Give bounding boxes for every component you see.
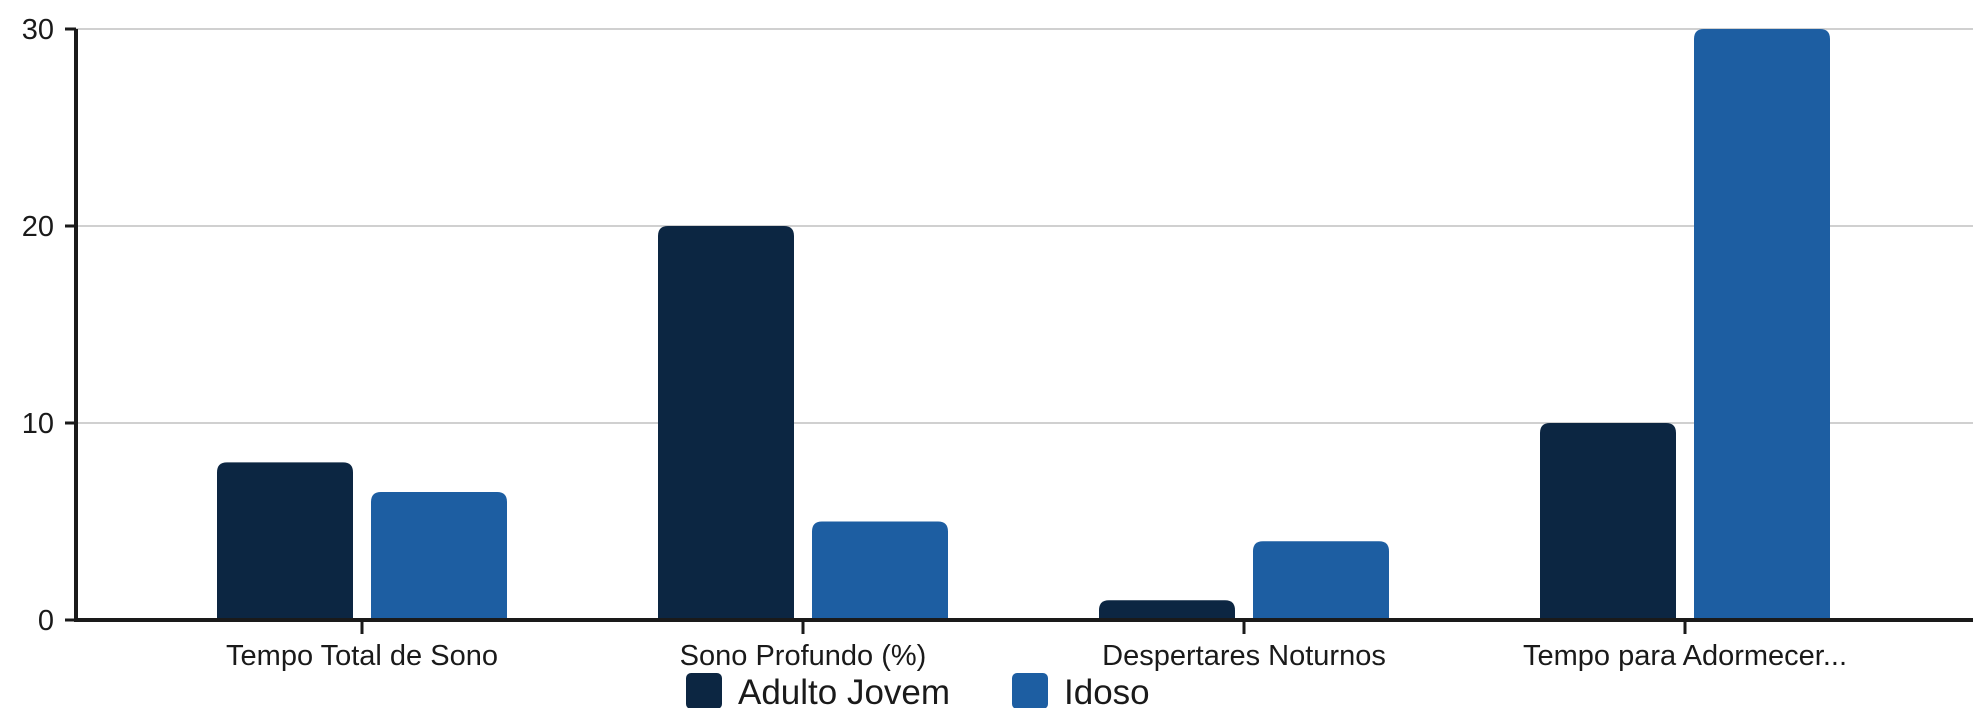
gridlines [76,28,1973,424]
bar-idoso-2[interactable] [812,521,948,621]
bar-adulto-jovem-2[interactable] [658,226,794,620]
bars [217,29,1830,620]
legend-swatch [1012,673,1048,708]
x-tick-label: Tempo para Adormecer... [1523,640,1847,672]
bar-adulto-jovem-3[interactable] [1099,600,1235,620]
bar-idoso-1[interactable] [371,491,507,620]
bar-adulto-jovem-4[interactable] [1540,423,1676,620]
x-tick-label: Despertares Noturnos [1102,640,1386,672]
x-axis-ticks: Tempo Total de Sono Sono Profundo (%) Desp… [226,620,1847,672]
bar-adulto-jovem-1[interactable] [217,462,353,620]
y-tick-label: 10 [22,408,54,440]
y-tick-label: 20 [22,211,54,243]
legend-label: Idoso [1064,673,1150,708]
y-axis-ticks: 0 10 20 30 [22,14,76,637]
bar-idoso-4[interactable] [1694,29,1830,620]
x-tick-label: Sono Profundo (%) [680,640,927,672]
x-tick-label: Tempo Total de Sono [226,640,498,672]
legend-label: Adulto Jovem [738,673,950,708]
y-tick-label: 0 [38,605,54,637]
legend-item-idoso[interactable]: Idoso [1012,673,1150,708]
legend-item-adulto-jovem[interactable]: Adulto Jovem [686,673,950,708]
axes [74,29,1973,622]
legend-swatch [686,673,722,708]
y-tick-label: 30 [22,14,54,46]
bar-idoso-3[interactable] [1253,541,1389,620]
legend[interactable]: Adulto Jovem Idoso [686,673,1150,708]
